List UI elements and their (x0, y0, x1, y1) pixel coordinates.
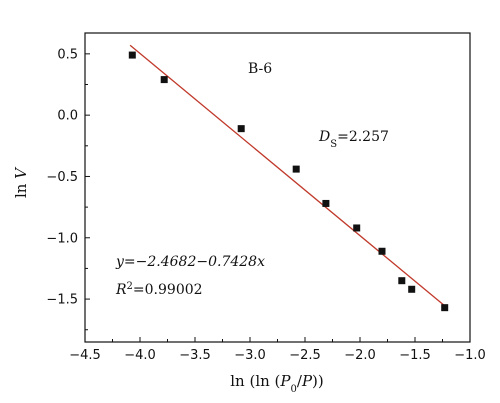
ds-symbol: D (318, 129, 330, 145)
x-tick-label: −2.5 (289, 348, 321, 363)
fit-line (129, 44, 445, 306)
r2-superscript: 2 (127, 281, 133, 292)
fractal-dimension-label: DS=2.257 (318, 129, 389, 150)
x-axis-title-part-1: ln (ln ( (230, 372, 280, 390)
ds-subscript: S (330, 139, 337, 150)
data-point (441, 304, 449, 312)
sample-label: B-6 (248, 61, 272, 77)
x-tick-label: −4.5 (69, 348, 101, 363)
y-tick-label: 0.5 (57, 47, 78, 62)
y-tick-label: 0.0 (57, 109, 78, 124)
data-point (408, 285, 416, 293)
x-axis-title: ln (ln (P0/P)) (230, 372, 324, 395)
y-axis-title-part-2: V (12, 166, 30, 179)
y-tick-label: −0.5 (46, 170, 78, 185)
x-axis-title-part-4: / (297, 372, 303, 390)
r2-value: =0.99002 (133, 282, 203, 298)
data-point (160, 76, 168, 84)
fit-equation: y=−2.4682−0.7428x (115, 254, 265, 270)
x-axis-title-part-3: 0 (291, 384, 297, 395)
r-squared-label: R2=0.99002 (115, 281, 203, 299)
x-axis-title-part-5: P (301, 372, 313, 390)
data-point (237, 125, 245, 133)
x-axis-title-part-6: )) (312, 372, 324, 390)
data-point (398, 277, 406, 285)
data-point (322, 199, 330, 207)
data-point (353, 224, 361, 232)
r2-symbol: R (115, 282, 127, 298)
y-axis-title: ln V (12, 166, 30, 198)
y-tick-label: −1.0 (46, 231, 78, 246)
ds-value: =2.257 (337, 129, 389, 145)
x-tick-label: −3.0 (234, 348, 266, 363)
axes: −4.5 −4.0 −3.5 −3.0 −2.5 −2.0 −1.5 −1.0 0.5 0.0 −0… (46, 32, 486, 363)
x-tick-label: −2.0 (344, 348, 376, 363)
y-axis-title-part-1: ln (12, 179, 30, 198)
x-axis-title-part-2: P (279, 372, 291, 390)
x-tick-label: −1.0 (454, 348, 486, 363)
data-point (292, 165, 300, 173)
x-tick-label: −3.5 (179, 348, 211, 363)
y-tick-label: −1.5 (46, 293, 78, 308)
x-tick-label: −4.0 (124, 348, 156, 363)
data-point (378, 247, 386, 255)
data-points (128, 44, 449, 312)
data-point (128, 51, 136, 59)
x-tick-label: −1.5 (399, 348, 431, 363)
